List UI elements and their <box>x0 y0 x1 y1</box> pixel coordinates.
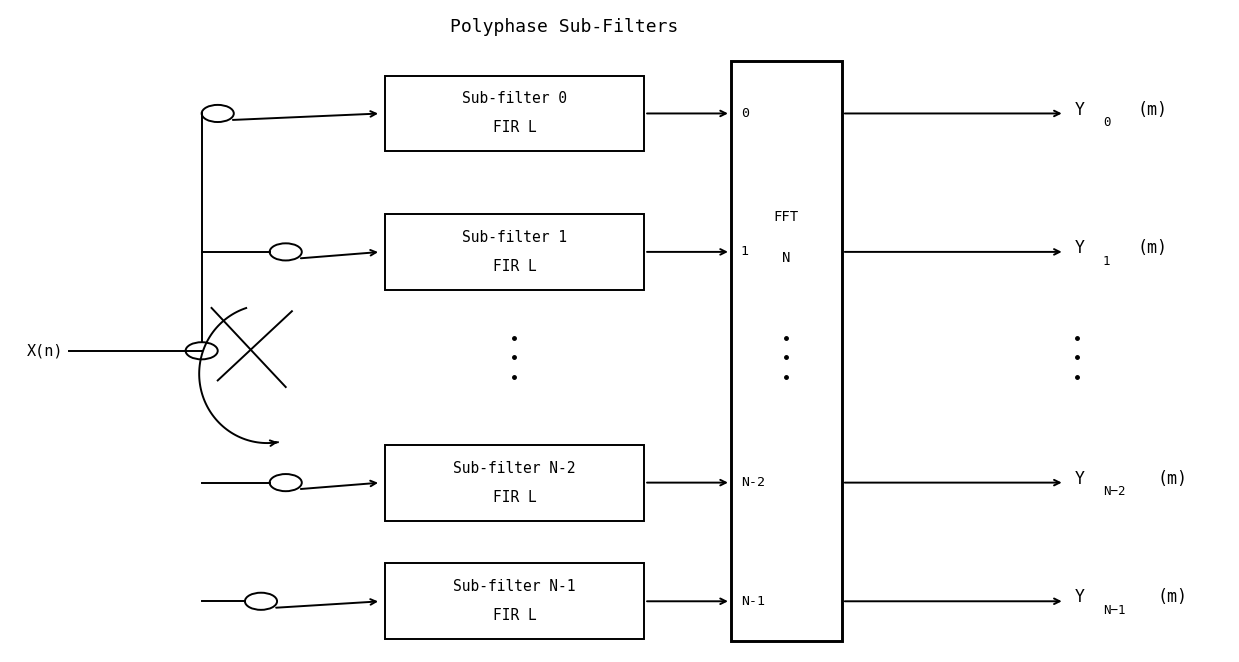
Text: Y: Y <box>1074 589 1084 606</box>
Text: 1: 1 <box>1103 255 1110 267</box>
Text: Sub-filter 1: Sub-filter 1 <box>462 230 567 245</box>
Text: N−1: N−1 <box>1103 604 1125 617</box>
Text: (m): (m) <box>1157 469 1187 488</box>
Text: N−2: N−2 <box>1103 485 1125 498</box>
Text: Y: Y <box>1074 469 1084 488</box>
Text: N-1: N-1 <box>741 594 764 608</box>
Text: Sub-filter 0: Sub-filter 0 <box>462 91 567 107</box>
Bar <box>384 214 644 290</box>
Text: Y: Y <box>1074 101 1084 118</box>
Text: 0: 0 <box>1103 117 1110 129</box>
Text: 0: 0 <box>741 107 748 120</box>
Text: N: N <box>782 251 790 265</box>
Text: X(n): X(n) <box>27 344 63 358</box>
Bar <box>384 445 644 520</box>
Text: (m): (m) <box>1137 101 1167 118</box>
Text: FIR L: FIR L <box>493 490 536 504</box>
Text: 1: 1 <box>741 246 748 258</box>
Text: FFT: FFT <box>774 211 799 224</box>
Text: N-2: N-2 <box>741 476 764 489</box>
Text: Polyphase Sub-Filters: Polyphase Sub-Filters <box>450 18 678 36</box>
Bar <box>731 61 843 641</box>
Text: Sub-filter N-1: Sub-filter N-1 <box>453 579 576 594</box>
Bar <box>384 563 644 639</box>
Text: Sub-filter N-2: Sub-filter N-2 <box>453 461 576 475</box>
Text: FIR L: FIR L <box>493 120 536 136</box>
Bar <box>384 75 644 152</box>
Text: FIR L: FIR L <box>493 259 536 274</box>
Text: FIR L: FIR L <box>493 608 536 624</box>
Text: (m): (m) <box>1137 239 1167 257</box>
Text: Y: Y <box>1074 239 1084 257</box>
Text: (m): (m) <box>1157 589 1187 606</box>
